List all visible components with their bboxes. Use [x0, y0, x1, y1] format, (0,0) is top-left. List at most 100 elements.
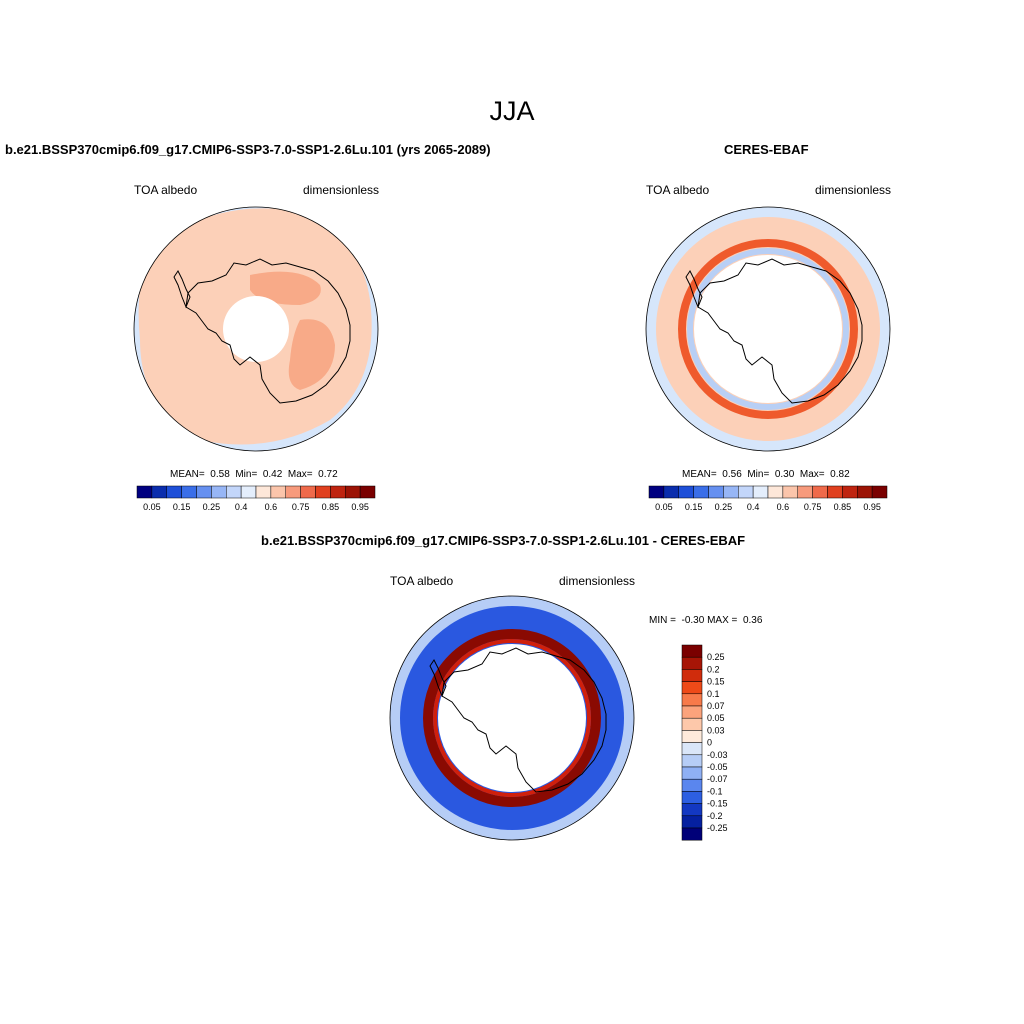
panel3-colorbar-box	[681, 705, 703, 719]
panel3-colorbar-box	[681, 681, 703, 695]
panel2-colorbar-box	[708, 485, 724, 499]
panel3-title: b.e21.BSSP370cmip6.f09_g17.CMIP6-SSP3-7.…	[261, 533, 746, 548]
panel1-colorbar-box	[136, 485, 153, 499]
panel3-colorbar-tick-label: -0.1	[707, 786, 723, 796]
panel1-colorbar-tick-label: 0.4	[235, 502, 248, 512]
panel1-map	[134, 207, 378, 451]
panel1-colorbar-box	[240, 485, 257, 499]
panel3-colorbar-tick-label: 0.07	[707, 701, 725, 711]
panel1-colorbar-tick-label: 0.15	[173, 502, 191, 512]
panel1-colorbar-box	[181, 485, 197, 499]
panel3-minmax: MIN = -0.30 MAX = 0.36	[649, 615, 763, 626]
panel3-colorbar-tick-label: 0.1	[707, 689, 720, 699]
panel1-colorbar-tick-label: 0.25	[203, 502, 221, 512]
panel3-colorbar-tick-label: 0.05	[707, 713, 725, 723]
panel2-colorbar-box	[767, 485, 784, 499]
panel3-colorbar-box	[681, 791, 703, 804]
panel2-colorbar-box	[782, 485, 798, 499]
panel3-colorbar-tick-label: 0.25	[707, 652, 725, 662]
panel1-colorbar-box	[345, 485, 361, 499]
panel3-colorbar-tick-label: 0.2	[707, 664, 720, 674]
panel3-colorbar-tick-label: -0.05	[707, 762, 728, 772]
panel3-variable-label: TOA albedo	[390, 574, 454, 588]
panel3-map	[390, 596, 634, 840]
panel3-colorbar-tick-label: -0.2	[707, 811, 723, 821]
panel3-colorbar-tick-label: -0.07	[707, 774, 728, 784]
panel3-colorbar-box	[681, 717, 703, 731]
panel1-missing-data-hole	[223, 296, 289, 362]
panel3-colorbar-box	[681, 778, 703, 792]
panel2-colorbar-box	[723, 485, 739, 499]
panel2-low-albedo-band	[687, 248, 849, 410]
panel1-salmon-region-north	[250, 271, 321, 305]
panel2-colorbar: 0.05 0.15 0.25 0.4 0.6 0.75 0.85 0.95	[648, 485, 888, 512]
panel1-colorbar-box	[315, 485, 331, 499]
panel3-positive-ring	[433, 639, 591, 797]
panel3-map-border	[389, 595, 635, 841]
panel3-colorbar-box	[681, 815, 703, 829]
panel3-colorbar-tick-label: 0.03	[707, 725, 725, 735]
panel3-colorbar-box	[681, 766, 703, 780]
panel1-stats: MEAN= 0.58 Min= 0.42 Max= 0.72	[170, 469, 338, 480]
panel1-colorbar-box	[255, 485, 272, 499]
panel2-colorbar-box	[827, 485, 843, 499]
panel3-colorbar-box	[681, 803, 703, 817]
panel2-high-albedo-band	[678, 239, 858, 419]
panel2-colorbar-box	[752, 485, 769, 499]
panel2-colorbar-tick-label: 0.75	[804, 502, 822, 512]
panel1-colorbar-box	[285, 485, 301, 499]
panel1-map-border	[133, 206, 379, 452]
panel1-colorbar-box	[300, 485, 316, 499]
panel2-colorbar-box	[738, 485, 754, 499]
panel3-colorbar-box	[681, 827, 703, 841]
panel3-units-label: dimensionless	[559, 574, 636, 588]
panel1-colorbar-box	[330, 485, 346, 499]
panel2-stats: MEAN= 0.56 Min= 0.30 Max= 0.82	[682, 469, 850, 480]
panel2-colorbar-box	[857, 485, 873, 499]
panel1-colorbar-tick-label: 0.85	[322, 502, 340, 512]
panel1-colorbar-tick-label: 0.05	[143, 502, 161, 512]
panel3-colorbar-box	[681, 730, 703, 743]
panel1-units-label: dimensionless	[303, 183, 380, 197]
panel2-colorbar-tick-label: 0.85	[834, 502, 852, 512]
panel2-map-border	[645, 206, 891, 452]
panel2-units-label: dimensionless	[815, 183, 892, 197]
panel1-title: b.e21.BSSP370cmip6.f09_g17.CMIP6-SSP3-7.…	[5, 142, 491, 157]
panel3-strong-positive-ring	[423, 629, 601, 807]
panel3-colorbar-box	[681, 693, 703, 707]
panel1-colorbar-box	[166, 485, 182, 499]
panel3-colorbar-tick-label: 0.15	[707, 677, 725, 687]
panel2-colorbar-box	[678, 485, 694, 499]
panel2-colorbar-tick-label: 0.4	[747, 502, 760, 512]
panel1-colorbar-tick-label: 0.6	[265, 502, 278, 512]
panel3-colorbar-tick-label: -0.03	[707, 750, 728, 760]
panel2-colorbar-box	[871, 485, 888, 499]
panel3-colorbar-box	[681, 669, 703, 682]
panel1-colorbar-box	[359, 485, 376, 499]
panel3-colorbar-tick-label: -0.25	[707, 823, 728, 833]
panel2-colorbar-box	[812, 485, 828, 499]
panel1-colorbar-box	[226, 485, 242, 499]
panel2-colorbar-tick-label: 0.25	[715, 502, 733, 512]
panel1-colorbar: 0.05 0.15 0.25 0.4 0.6 0.75 0.85 0.95	[136, 485, 376, 512]
panel2-colorbar-box	[648, 485, 665, 499]
panel1-colorbar-tick-label: 0.75	[292, 502, 310, 512]
panel2-colorbar-box	[797, 485, 813, 499]
panel1-colorbar-box	[211, 485, 227, 499]
panel1-variable-label: TOA albedo	[134, 183, 198, 197]
panel2-variable-label: TOA albedo	[646, 183, 710, 197]
panel2-interior	[694, 255, 842, 403]
panel3-colorbar: 0.25 0.2 0.15 0.1 0.07 0.05 0.03 0 -0.03 -0.05 -0.…	[681, 644, 728, 841]
panel3-colorbar-box	[681, 742, 703, 756]
figure-title: JJA	[489, 96, 535, 126]
panel1-colorbar-tick-label: 0.95	[351, 502, 369, 512]
panel3-colorbar-box	[681, 644, 703, 658]
panel3-colorbar-box	[681, 656, 703, 670]
panel2-colorbar-tick-label: 0.6	[777, 502, 790, 512]
panel3-colorbar-box	[681, 754, 703, 768]
panel1-colorbar-box	[270, 485, 286, 499]
panel1-colorbar-box	[196, 485, 212, 499]
panel3-colorbar-tick-label: 0	[707, 738, 712, 748]
panel3-interior	[438, 644, 586, 792]
